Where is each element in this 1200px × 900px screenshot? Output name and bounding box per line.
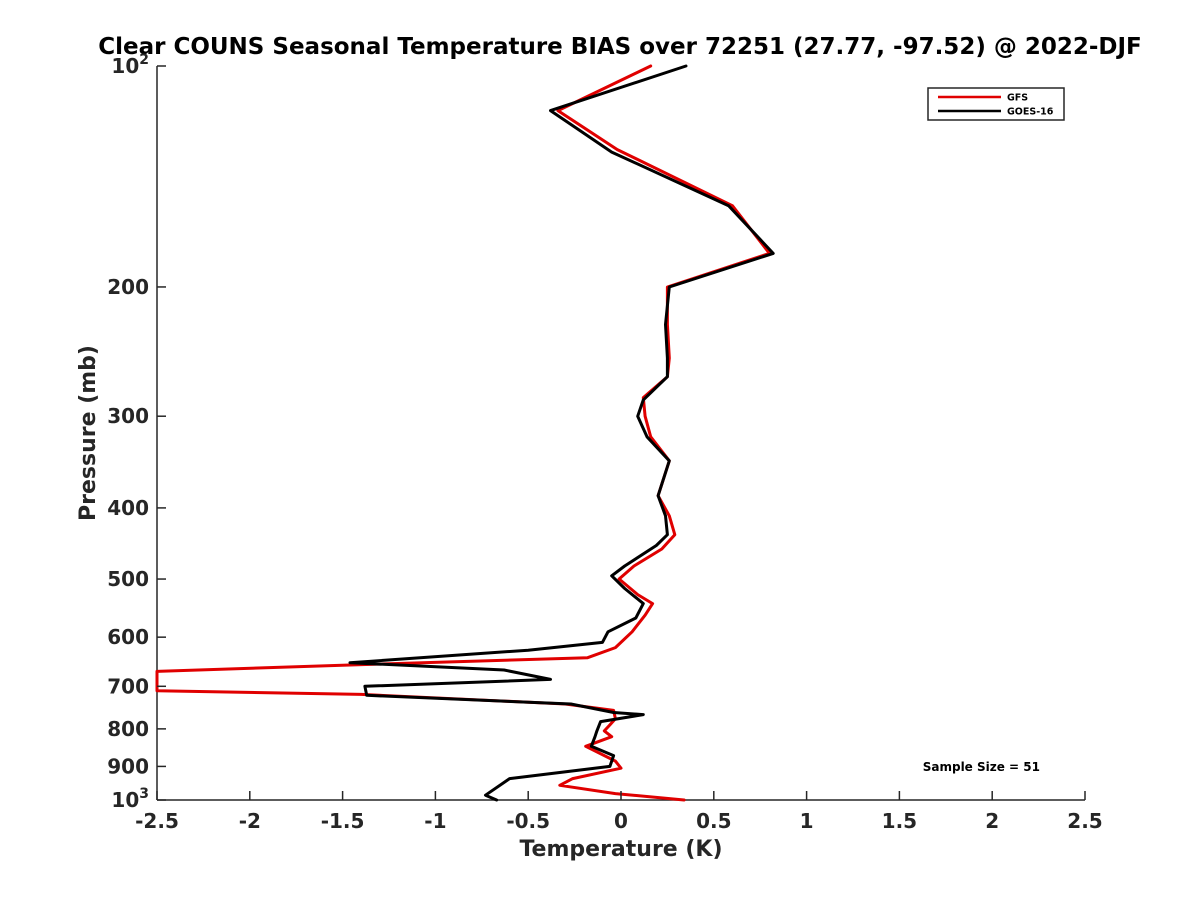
- y-tick-label: 800: [107, 717, 149, 741]
- x-tick-label: -2.5: [135, 809, 179, 833]
- x-tick-label: -1.5: [321, 809, 365, 833]
- y-tick-label: 300: [107, 404, 149, 428]
- sample-size-annotation: Sample Size = 51: [923, 760, 1040, 774]
- x-tick-label: -1: [424, 809, 446, 833]
- series-layer: [155, 64, 775, 802]
- legend-box: [927, 87, 1065, 121]
- x-tick-label: -2: [239, 809, 261, 833]
- x-tick-label: -0.5: [506, 809, 550, 833]
- y-tick-label: 200: [107, 275, 149, 299]
- x-tick-label: 1: [800, 809, 814, 833]
- y-tick-label: 900: [107, 754, 149, 778]
- y-tick-label: 102: [111, 52, 149, 78]
- y-tick-label: 600: [107, 625, 149, 649]
- y-tick-label: 103: [111, 786, 149, 812]
- y-tick-label: 700: [107, 674, 149, 698]
- legend-label: GFS: [1007, 93, 1028, 104]
- chart-title: Clear COUNS Seasonal Temperature BIAS ov…: [98, 34, 1142, 60]
- legend-entries: GFS GOES-16: [938, 93, 1054, 118]
- x-tick-label: 1.5: [882, 809, 917, 833]
- series-line-goes-16: [348, 64, 775, 802]
- x-axis-label: Temperature (K): [519, 837, 722, 862]
- y-axis-label: Pressure (mb): [76, 345, 101, 521]
- legend-label: GOES-16: [1007, 107, 1054, 118]
- x-tick-label: 2.5: [1067, 809, 1102, 833]
- x-tick-label: 0: [614, 809, 628, 833]
- series-line-gfs: [155, 64, 771, 802]
- y-tick-label: 400: [107, 496, 149, 520]
- x-axis-ticks: -2.5 -2 -1.5 -1 -0.5 0 0.5 1 1.5 2 2.5: [135, 791, 1103, 833]
- x-tick-label: 0.5: [696, 809, 731, 833]
- y-axis-ticks: 102 200 300 400 500 600 700 800 900 103: [107, 52, 166, 812]
- x-tick-label: 2: [985, 809, 999, 833]
- y-tick-label: 500: [107, 567, 149, 591]
- legend: GFS GOES-16: [927, 87, 1065, 121]
